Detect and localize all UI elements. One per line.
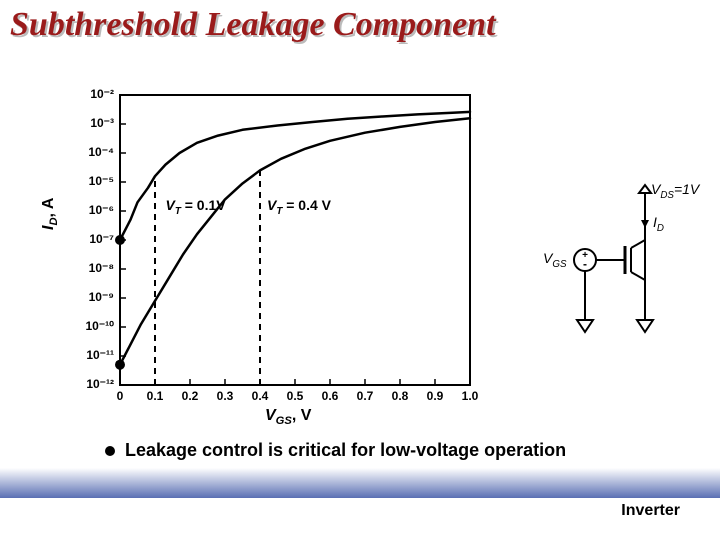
x-tick: 0.9	[425, 389, 445, 403]
chart-area	[120, 95, 470, 385]
y-tick: 10⁻⁹	[89, 290, 114, 304]
x-tick: 0	[110, 389, 130, 403]
bullet-row: Leakage control is critical for low-volt…	[105, 440, 566, 461]
footer-gradient	[0, 468, 720, 498]
x-tick: 0.2	[180, 389, 200, 403]
x-tick: 0.4	[250, 389, 270, 403]
circuit-svg: +-	[545, 185, 695, 355]
y-tick: 10⁻¹¹	[86, 348, 114, 362]
id-label: ID	[653, 214, 664, 234]
svg-text:-: -	[583, 257, 587, 271]
circuit-schematic: +-	[545, 185, 695, 355]
bullet-dot-icon	[105, 446, 115, 456]
y-tick: 10⁻⁵	[89, 174, 114, 188]
curve-annotation: VT = 0.4 V	[267, 197, 331, 217]
y-tick: 10⁻⁴	[88, 145, 114, 159]
y-tick: 10⁻²	[90, 87, 114, 101]
y-axis-label: ID, A	[40, 198, 60, 230]
x-tick: 0.3	[215, 389, 235, 403]
y-tick: 10⁻³	[90, 116, 114, 130]
vgs-label: VGS	[543, 250, 567, 270]
y-tick: 10⁻¹⁰	[86, 319, 115, 333]
x-axis-label: VGS, V	[265, 407, 311, 427]
y-tick: 10⁻⁶	[89, 203, 114, 217]
y-tick: 10⁻⁸	[89, 261, 114, 275]
chart-svg	[120, 95, 470, 385]
x-tick: 0.7	[355, 389, 375, 403]
vds-label: VDS=1V	[651, 181, 699, 201]
x-tick: 0.5	[285, 389, 305, 403]
x-tick: 0.1	[145, 389, 165, 403]
x-tick: 1.0	[460, 389, 480, 403]
x-tick: 0.8	[390, 389, 410, 403]
x-tick: 0.6	[320, 389, 340, 403]
slide-title: Subthreshold Leakage Component	[0, 6, 720, 44]
bullet-text: Leakage control is critical for low-volt…	[125, 440, 566, 461]
curve-annotation: VT = 0.1V	[166, 197, 226, 217]
y-tick: 10⁻⁷	[89, 232, 114, 246]
footer-label: Inverter	[621, 502, 680, 520]
slide: Subthreshold Leakage Component 10⁻² 10⁻³ 1…	[0, 0, 720, 540]
